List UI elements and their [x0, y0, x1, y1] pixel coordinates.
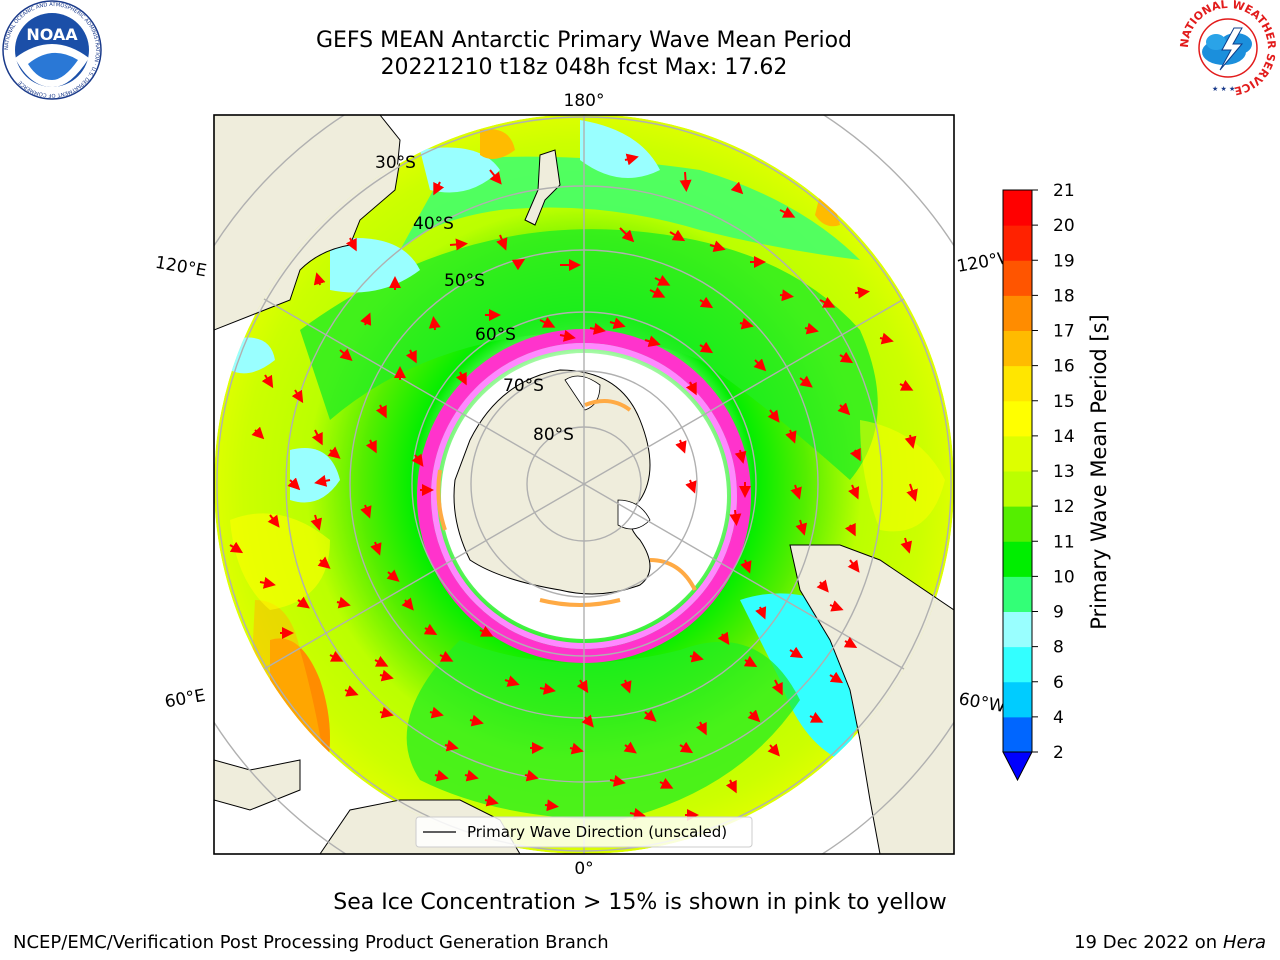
colorbar-segment: [1003, 330, 1032, 367]
colorbar-extend-triangle: [1002, 751, 1033, 782]
colorbar-tick-label: 4: [1053, 708, 1064, 728]
colorbar-tick-label: 12: [1053, 497, 1075, 517]
colorbar-tick-label: 13: [1053, 462, 1075, 482]
colorbar-tick-label: 21: [1053, 181, 1075, 201]
noaa-logo-text: NOAA: [26, 25, 78, 44]
colorbar-segment: [1003, 471, 1032, 507]
colorbar-segment: [1003, 365, 1032, 402]
lon-label-60e: 60°E: [163, 686, 207, 713]
colorbar-tick-label: 17: [1053, 322, 1075, 342]
colorbar-segment: [1003, 611, 1032, 648]
lon-label-120e: 120°E: [154, 253, 208, 282]
colorbar-tick-label: 14: [1053, 427, 1075, 447]
lat-label-30s: 30°S: [375, 153, 416, 173]
lon-label-60w: 60°W: [957, 689, 1007, 717]
credit-host: Hera: [1222, 932, 1266, 953]
colorbar: 2 4 6 8 9 10 11 12 13 14 15 16 17 18 19 20 21: [1002, 181, 1075, 782]
lat-label-50s: 50°S: [444, 271, 485, 291]
svg-text:★ ★ ★: ★ ★ ★: [1212, 85, 1235, 93]
lat-label-80s: 80°S: [533, 425, 574, 445]
colorbar-tick-label: 6: [1053, 673, 1064, 693]
sea-ice-note: Sea Ice Concentration > 15% is shown in …: [333, 890, 947, 915]
colorbar-tick-label: 9: [1053, 603, 1064, 623]
colorbar-segment: [1003, 716, 1032, 753]
lon-label-0: 0°: [574, 859, 593, 879]
colorbar-tick-label: 20: [1053, 216, 1075, 236]
colorbar-tick-label: 15: [1053, 392, 1075, 412]
lon-label-180: 180°: [564, 91, 605, 111]
colorbar-segment: [1003, 646, 1032, 683]
lat-label-40s: 40°S: [413, 214, 454, 234]
noaa-logo: NOAA NATIONAL OCEANIC AND ATMOSPHERIC AD…: [2, 0, 102, 100]
colorbar-tick-label: 18: [1053, 286, 1075, 306]
colorbar-segment: [1003, 681, 1032, 718]
colorbar-tick-label: 11: [1053, 532, 1075, 552]
colorbar-segment: [1003, 541, 1032, 577]
colorbar-label: Primary Wave Mean Period [s]: [1087, 314, 1111, 630]
map-frame: [213, 114, 955, 855]
colorbar-tick-label: 2: [1053, 743, 1064, 763]
colorbar-tick-label: 16: [1053, 357, 1075, 377]
colorbar-segment: [1003, 400, 1032, 437]
credit-left: NCEP/EMC/Verification Post Processing Pr…: [13, 932, 609, 953]
map-title: GEFS MEAN Antarctic Primary Wave Mean Pe…: [315, 28, 853, 53]
colorbar-segment: [1003, 435, 1032, 472]
nws-logo: NATIONAL WEATHER SERVICE ★ ★ ★: [1178, 0, 1278, 97]
colorbar-tick-label: 8: [1053, 638, 1064, 658]
map-subtitle: 20221210 t18z 048h fcst Max: 17.62: [380, 55, 788, 80]
colorbar-segment: [1003, 225, 1032, 261]
wave-direction-arrows: [229, 153, 918, 821]
legend-label: Primary Wave Direction (unscaled): [467, 823, 727, 841]
colorbar-segment: [1003, 506, 1032, 542]
credit-date: 19 Dec 2022 on: [1074, 932, 1218, 953]
map-legend: Primary Wave Direction (unscaled): [415, 816, 753, 848]
colorbar-segment: [1003, 576, 1032, 612]
colorbar-segment: [1003, 260, 1032, 296]
credit-right: 19 Dec 2022 on Hera: [1074, 932, 1266, 953]
colorbar-tick-label: 10: [1053, 567, 1075, 587]
lat-label-70s: 70°S: [503, 376, 544, 396]
lat-label-60s: 60°S: [475, 325, 516, 345]
colorbar-tick-label: 19: [1053, 251, 1075, 271]
colorbar-segment: [1003, 295, 1032, 331]
colorbar-segment: [1003, 190, 1032, 226]
